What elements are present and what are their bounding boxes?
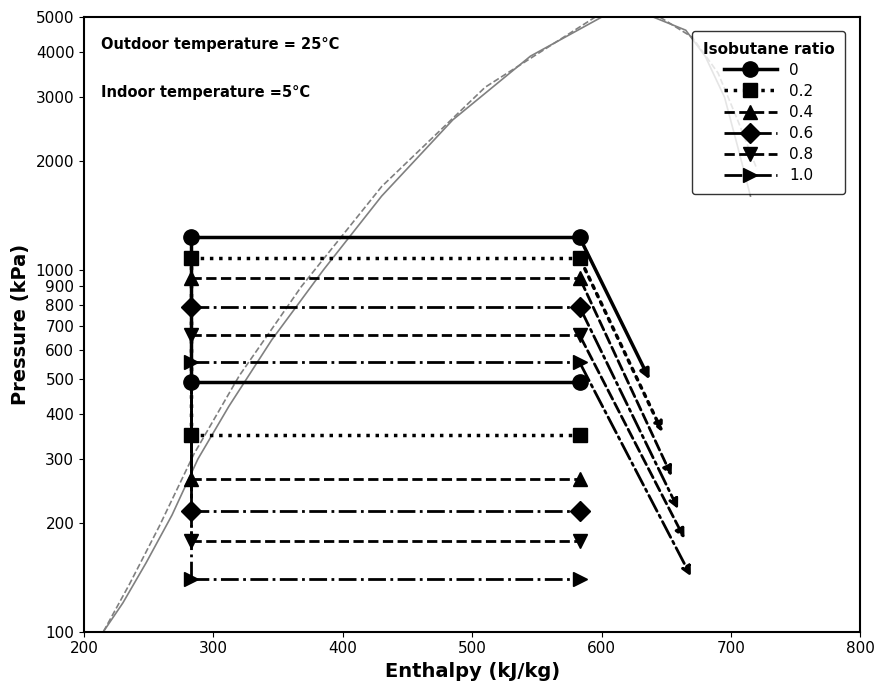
X-axis label: Enthalpy (kJ/kg): Enthalpy (kJ/kg)	[385, 662, 560, 681]
Legend: 0, 0.2, 0.4, 0.6, 0.8, 1.0: 0, 0.2, 0.4, 0.6, 0.8, 1.0	[692, 31, 845, 194]
Y-axis label: Pressure (kPa): Pressure (kPa)	[12, 244, 30, 405]
Text: Outdoor temperature = 25°C: Outdoor temperature = 25°C	[101, 37, 339, 52]
Text: Indoor temperature =5°C: Indoor temperature =5°C	[101, 84, 310, 100]
